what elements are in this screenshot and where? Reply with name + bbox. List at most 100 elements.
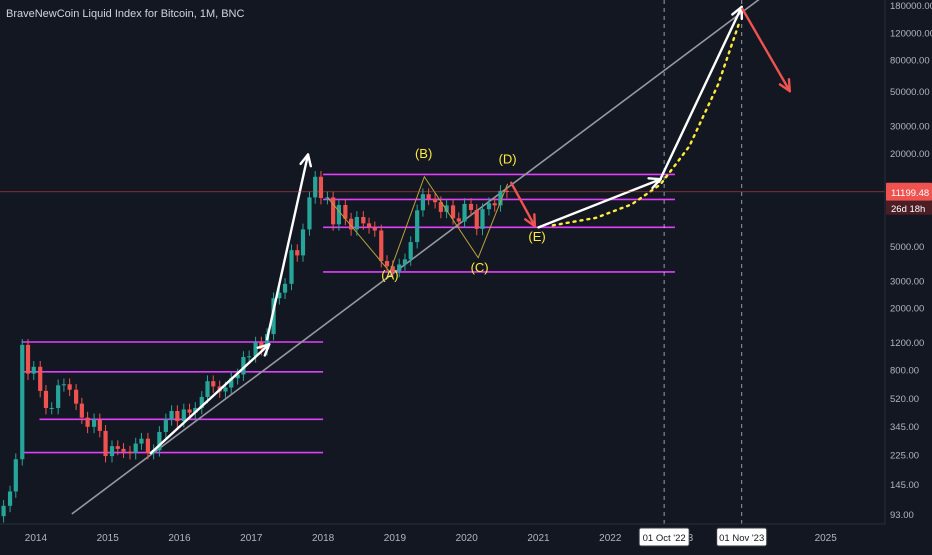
candle-body: [456, 218, 461, 222]
candle-body: [187, 409, 192, 413]
x-tick-label: 2022: [599, 533, 622, 544]
candle-body: [366, 223, 372, 228]
candle-body: [277, 292, 282, 299]
y-tick-label: 345.00: [890, 422, 919, 433]
y-tick-label: 80000.00: [890, 56, 930, 67]
trend-line: [71, 0, 760, 515]
candle-body: [181, 409, 186, 422]
time-marker-tag: [638, 527, 690, 547]
candle-body: [38, 366, 43, 391]
candle-body: [372, 227, 377, 231]
candle-body: [361, 216, 366, 224]
candle-body: [289, 250, 294, 284]
x-tick-label: 2018: [312, 533, 335, 544]
arrow-line: [149, 343, 271, 455]
candle-body: [462, 203, 467, 222]
candle-body: [13, 459, 18, 492]
candle-body: [271, 298, 276, 335]
candle-body: [193, 407, 198, 413]
y-tick-label: 180000.00: [890, 1, 932, 12]
last-price-label: 11199.48: [891, 188, 929, 199]
arrow-line: [510, 181, 537, 228]
y-tick-label: 145.00: [890, 480, 919, 491]
wave-label: (E): [528, 229, 545, 244]
candle-body: [175, 411, 180, 422]
arrow-head: [256, 343, 271, 357]
x-tick-label: 2025: [815, 533, 838, 544]
x-tick-label: 2021: [527, 533, 550, 544]
wave-label: (A): [381, 267, 398, 282]
time-marker-label: 01 Oct '22: [643, 533, 686, 544]
projection-dotted-curve: [551, 20, 741, 227]
candle-body: [115, 446, 120, 449]
y-tick-label: 3000.00: [890, 276, 924, 287]
x-tick-label: 2019: [384, 533, 407, 544]
candle-body: [433, 198, 438, 203]
y-tick-label: 93.00: [890, 510, 914, 521]
candle-body: [145, 438, 151, 454]
y-tick-label: 2000.00: [890, 304, 924, 315]
candle-body: [349, 218, 354, 230]
candle-body: [313, 176, 318, 198]
candle-body: [139, 438, 144, 444]
candle-body: [91, 419, 97, 427]
candle-body: [318, 176, 324, 199]
candle-body: [211, 381, 216, 387]
candle-body: [397, 264, 402, 271]
x-tick-label: 2014: [25, 533, 48, 544]
candle-body: [390, 266, 395, 271]
y-tick-label: 30000.00: [890, 122, 930, 133]
x-tick-label: 2016: [168, 533, 191, 544]
candle-body: [223, 387, 228, 392]
candle-body: [79, 403, 84, 418]
candle-body: [444, 205, 449, 212]
candle-body: [420, 194, 426, 211]
candle-body: [498, 190, 503, 206]
candle-body: [307, 197, 312, 230]
candle-body: [163, 419, 168, 432]
candle-body: [199, 396, 204, 408]
y-tick-label: 225.00: [890, 451, 919, 462]
candle-body: [492, 203, 497, 206]
candle-body: [20, 344, 25, 460]
wave-label: (D): [499, 152, 517, 167]
candle-body: [343, 205, 348, 219]
candle-body: [295, 250, 300, 256]
candle-body: [74, 389, 79, 404]
candle-body: [133, 443, 138, 454]
candle-body: [426, 194, 431, 199]
candle-body: [331, 197, 336, 225]
chart-title: BraveNewCoin Liquid Index for Bitcoin, 1…: [6, 8, 245, 20]
candle-body: [157, 431, 162, 451]
arrow-head: [299, 153, 312, 168]
candle-body: [31, 366, 36, 374]
x-tick-label: 2017: [240, 533, 263, 544]
arrow-head: [523, 213, 537, 228]
y-tick-label: 20000.00: [890, 149, 930, 160]
candle-body: [402, 259, 408, 265]
candle-body: [379, 230, 384, 262]
y-tick-label: 520.00: [890, 394, 919, 405]
wave-label: (C): [471, 260, 489, 275]
price-axis-background: [885, 0, 932, 550]
arrow-head: [731, 5, 743, 21]
candle-body: [450, 205, 456, 219]
candle-body: [67, 384, 72, 390]
candle-body: [25, 344, 31, 374]
candle-body: [408, 242, 413, 260]
candle-body: [300, 229, 306, 256]
arrow-line: [265, 153, 310, 341]
candle-body: [49, 407, 54, 409]
arrow-head: [778, 77, 791, 93]
y-tick-label: 5000.00: [890, 242, 924, 253]
candle-body: [109, 446, 115, 457]
arrow-line: [657, 5, 743, 183]
countdown-label: 26d 18h: [891, 204, 925, 215]
candle-body: [336, 205, 341, 225]
candle-body: [415, 210, 420, 243]
candle-body: [103, 430, 108, 457]
candle-body: [235, 374, 240, 379]
candle-body: [7, 491, 13, 506]
